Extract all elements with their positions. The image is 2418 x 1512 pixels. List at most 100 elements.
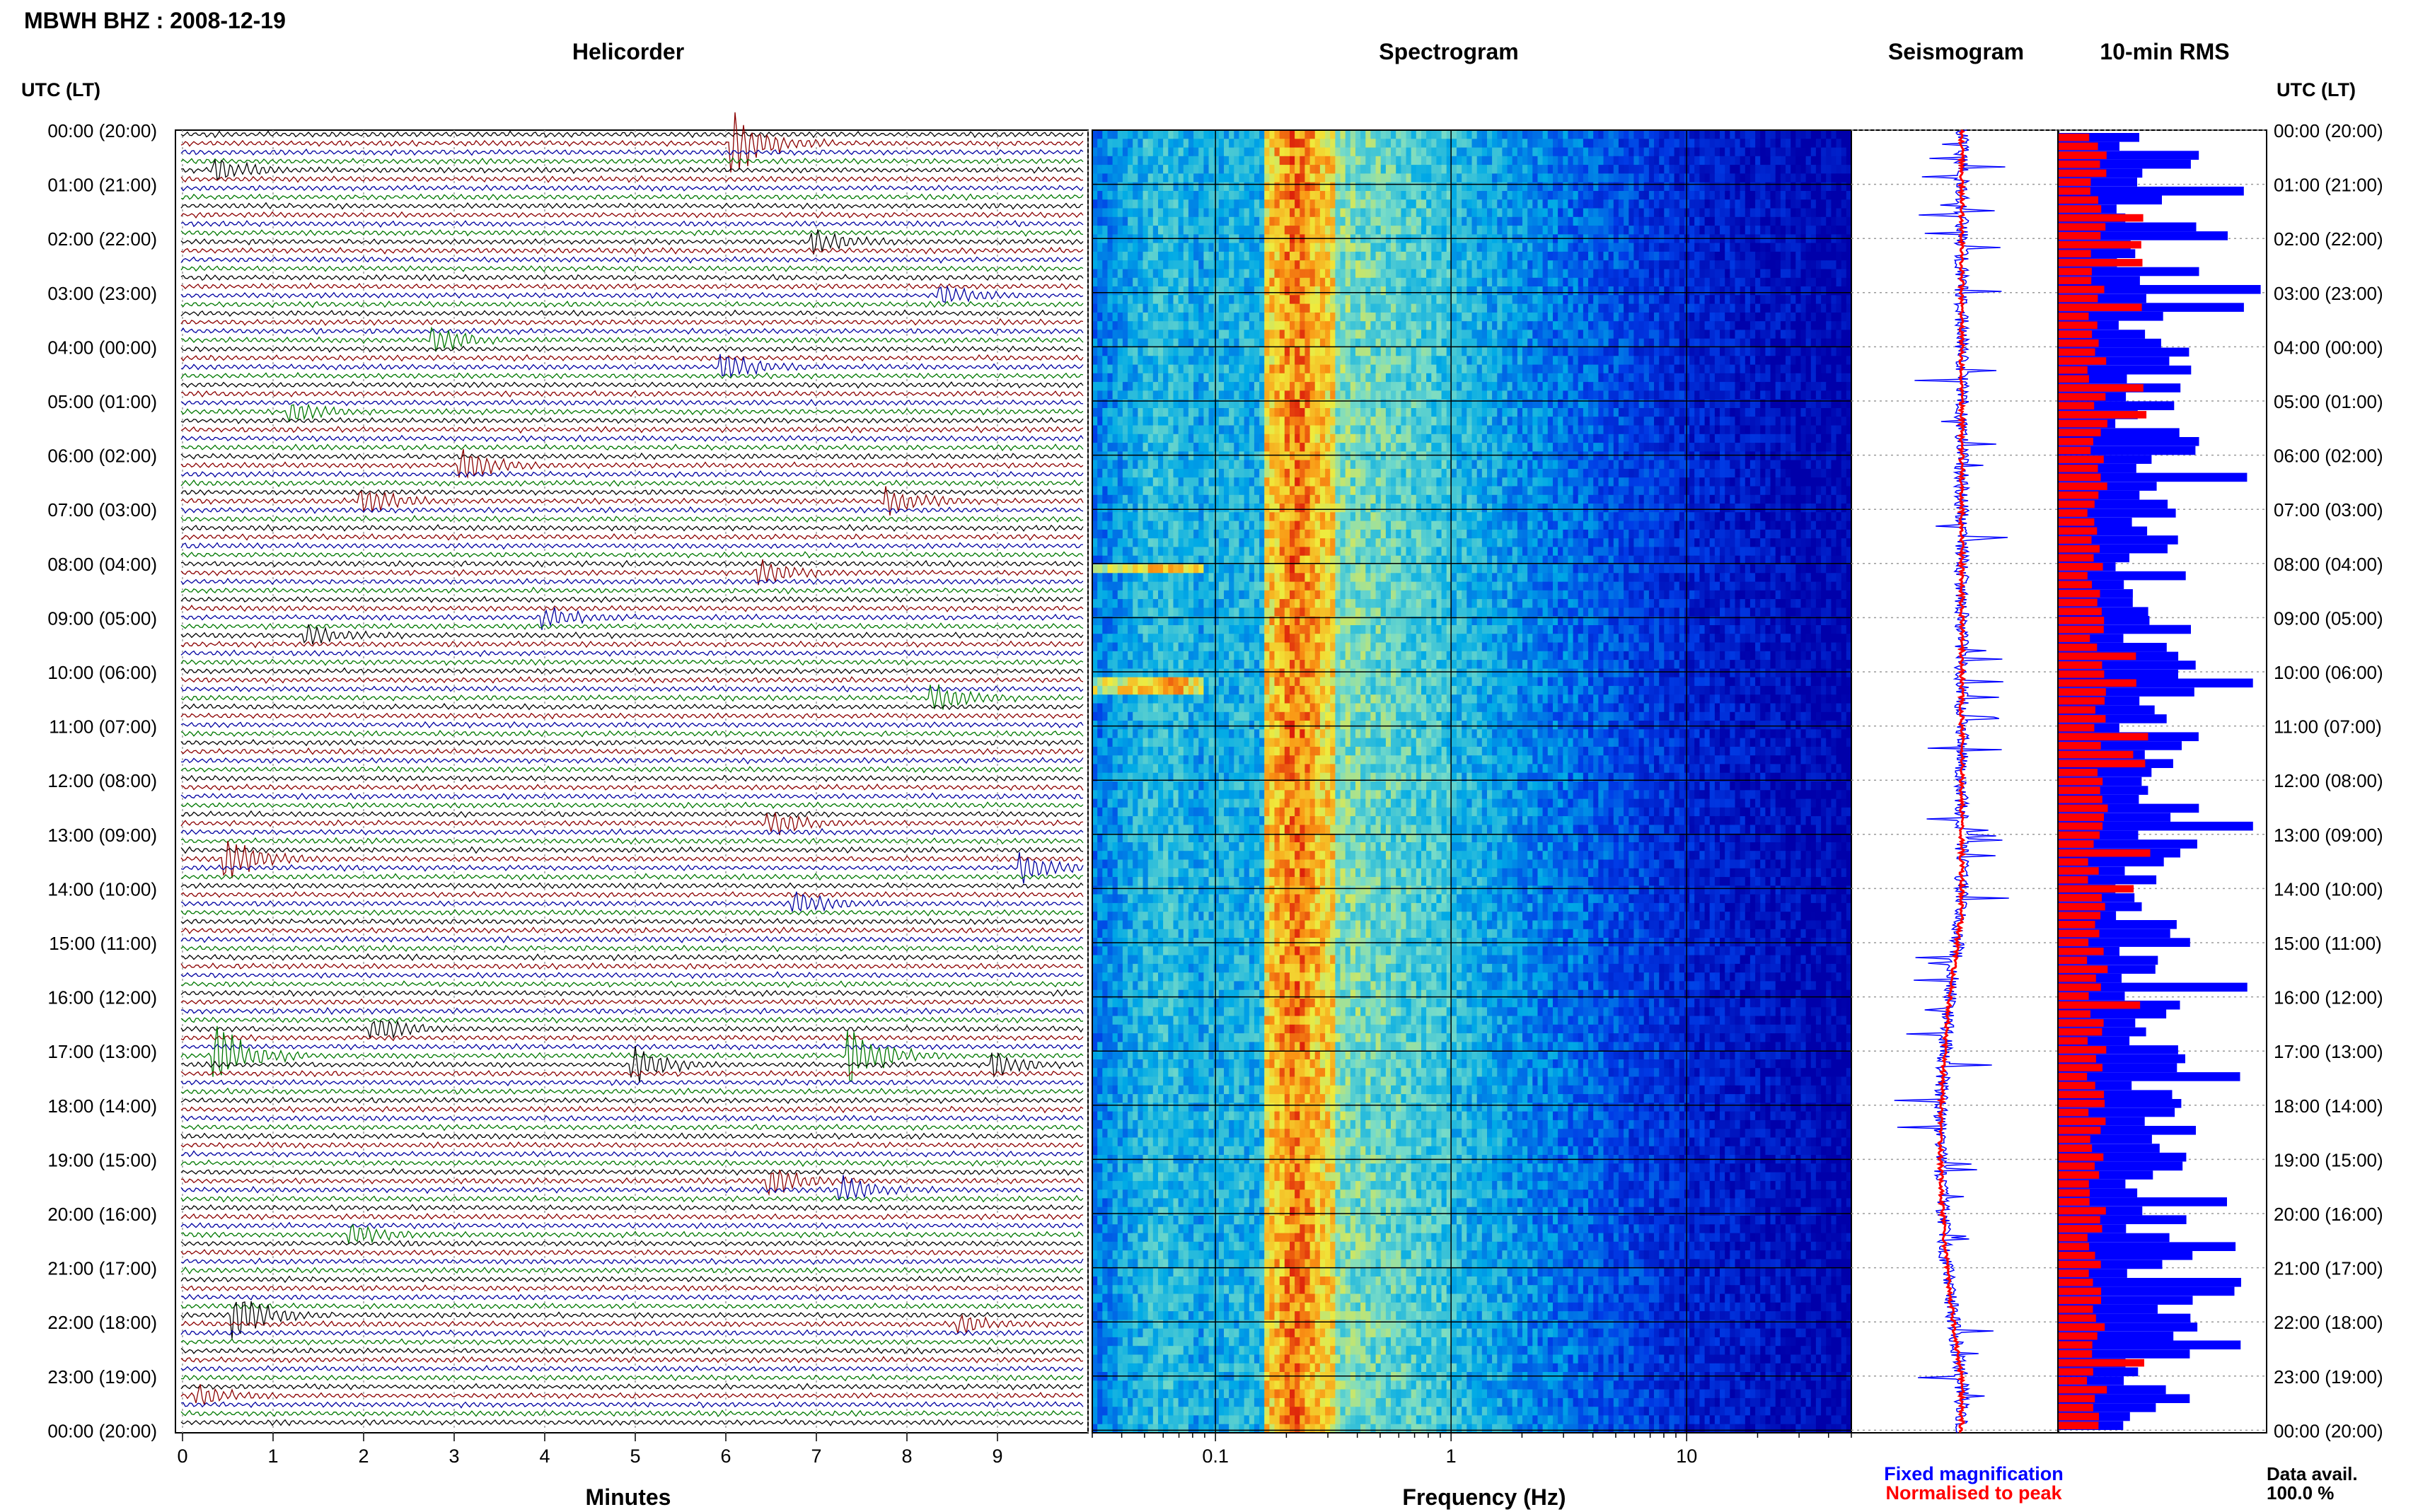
spectrogram-cell xyxy=(1664,252,1670,261)
spectrogram-cell xyxy=(1609,173,1614,182)
spectrogram-cell xyxy=(1376,217,1382,226)
spectrogram-cell xyxy=(1745,373,1751,383)
spectrogram-cell xyxy=(1436,130,1442,139)
spectrogram-cell xyxy=(1275,304,1280,313)
spectrogram-cell xyxy=(1791,191,1796,200)
spectrogram-cell xyxy=(1381,209,1387,218)
spectrogram-cell xyxy=(1548,165,1554,174)
spectrogram-cell xyxy=(1229,182,1234,192)
spectrogram-cell xyxy=(1123,217,1128,226)
spectrogram-cell xyxy=(1477,173,1483,182)
spectrogram-cell xyxy=(1710,156,1716,165)
spectrogram-cell xyxy=(1654,130,1660,139)
spectrogram-cell xyxy=(1806,243,1812,252)
spectrogram-cell xyxy=(1254,347,1260,356)
spectrogram-cell xyxy=(1118,191,1123,200)
spectrogram-cell xyxy=(1750,252,1756,261)
spectrogram-cell xyxy=(1203,191,1209,200)
spectrogram-cell xyxy=(1831,382,1836,391)
spectrogram-cell xyxy=(1593,226,1599,235)
spectrogram-cell xyxy=(1568,365,1573,374)
spectrogram-cell xyxy=(1370,217,1376,226)
spectrogram-cell xyxy=(1750,260,1756,269)
spectrogram-cell xyxy=(1654,199,1660,209)
spectrogram-cell xyxy=(1649,347,1655,356)
spectrogram-cell xyxy=(1128,365,1133,374)
spectrogram-cell xyxy=(1543,304,1549,313)
spectrogram-cell xyxy=(1224,260,1230,269)
spectrogram-cell xyxy=(1341,286,1346,296)
spectrogram-cell xyxy=(1670,347,1675,356)
spectrogram-cell xyxy=(1198,286,1204,296)
spectrogram-cell xyxy=(1841,304,1847,313)
spectrogram-cell xyxy=(1193,209,1199,218)
spectrogram-cell xyxy=(1259,286,1265,296)
spectrogram-cell xyxy=(1188,321,1194,330)
spectrogram-cell xyxy=(1664,330,1670,339)
spectrogram-cell xyxy=(1108,382,1113,391)
spectrogram-cell xyxy=(1715,382,1720,391)
spectrogram-cell xyxy=(1538,165,1544,174)
spectrogram-cell xyxy=(1275,148,1280,157)
spectrogram-cell xyxy=(1092,199,1098,209)
spectrogram-cell xyxy=(1527,173,1533,182)
spectrogram-cell xyxy=(1548,373,1554,383)
spectrogram-cell xyxy=(1786,330,1791,339)
spectrogram-cell xyxy=(1163,226,1169,235)
spectrogram-cell xyxy=(1699,278,1705,287)
spectrogram-cell xyxy=(1477,217,1483,226)
spectrogram-cell xyxy=(1659,304,1665,313)
spectrogram-cell xyxy=(1426,304,1432,313)
spectrogram-cell xyxy=(1786,365,1791,374)
spectrogram-cell xyxy=(1174,243,1179,252)
spectrogram-cell xyxy=(1497,148,1503,157)
spectrogram-cell xyxy=(1771,130,1776,139)
spectrogram-cell xyxy=(1184,295,1189,304)
spectrogram-cell xyxy=(1275,295,1280,304)
spectrogram-cell xyxy=(1477,130,1483,139)
spectrogram-cell xyxy=(1264,260,1270,269)
spectrogram-cell xyxy=(1502,382,1508,391)
spectrogram-cell xyxy=(1198,199,1204,209)
spectrogram-cell xyxy=(1502,217,1508,226)
spectrogram-cell xyxy=(1629,321,1634,330)
spectrogram-cell xyxy=(1492,209,1498,218)
spectrogram-cell xyxy=(1128,347,1133,356)
spectrogram-cell xyxy=(1148,165,1154,174)
spectrogram-cell xyxy=(1315,199,1321,209)
spectrogram-cell xyxy=(1239,313,1244,322)
spectrogram-cell xyxy=(1249,356,1255,365)
spectrogram-cell xyxy=(1573,269,1579,279)
spectrogram-cell xyxy=(1148,260,1154,269)
spectrogram-cell xyxy=(1497,365,1503,374)
spectrogram-cell xyxy=(1659,217,1665,226)
spectrogram-cell xyxy=(1300,269,1305,279)
spectrogram-cell xyxy=(1280,260,1285,269)
spectrogram-cell xyxy=(1457,217,1462,226)
spectrogram-cell xyxy=(1578,382,1584,391)
spectrogram-cell xyxy=(1771,269,1776,279)
spectrogram-cell xyxy=(1153,148,1159,157)
spectrogram-cell xyxy=(1452,243,1457,252)
spectrogram-cell xyxy=(1401,390,1406,400)
spectrogram-cell xyxy=(1598,182,1604,192)
spectrogram-cell xyxy=(1436,199,1442,209)
spectrogram-cell xyxy=(1174,390,1179,400)
spectrogram-cell xyxy=(1548,130,1554,139)
spectrogram-cell xyxy=(1821,313,1827,322)
spectrogram-cell xyxy=(1295,139,1300,148)
spectrogram-cell xyxy=(1457,139,1462,148)
spectrogram-cell xyxy=(1705,382,1711,391)
spectrogram-cell xyxy=(1492,365,1498,374)
spectrogram-cell xyxy=(1781,347,1786,356)
spectrogram-cell xyxy=(1416,217,1422,226)
spectrogram-cell xyxy=(1325,182,1331,192)
spectrogram-cell xyxy=(1801,130,1807,139)
spectrogram-cell xyxy=(1487,199,1493,209)
spectrogram-cell xyxy=(1689,330,1695,339)
spectrogram-cell xyxy=(1401,139,1406,148)
spectrogram-cell xyxy=(1133,321,1138,330)
spectrogram-cell xyxy=(1234,295,1239,304)
spectrogram-cell xyxy=(1826,139,1832,148)
spectrogram-cell xyxy=(1365,148,1371,157)
